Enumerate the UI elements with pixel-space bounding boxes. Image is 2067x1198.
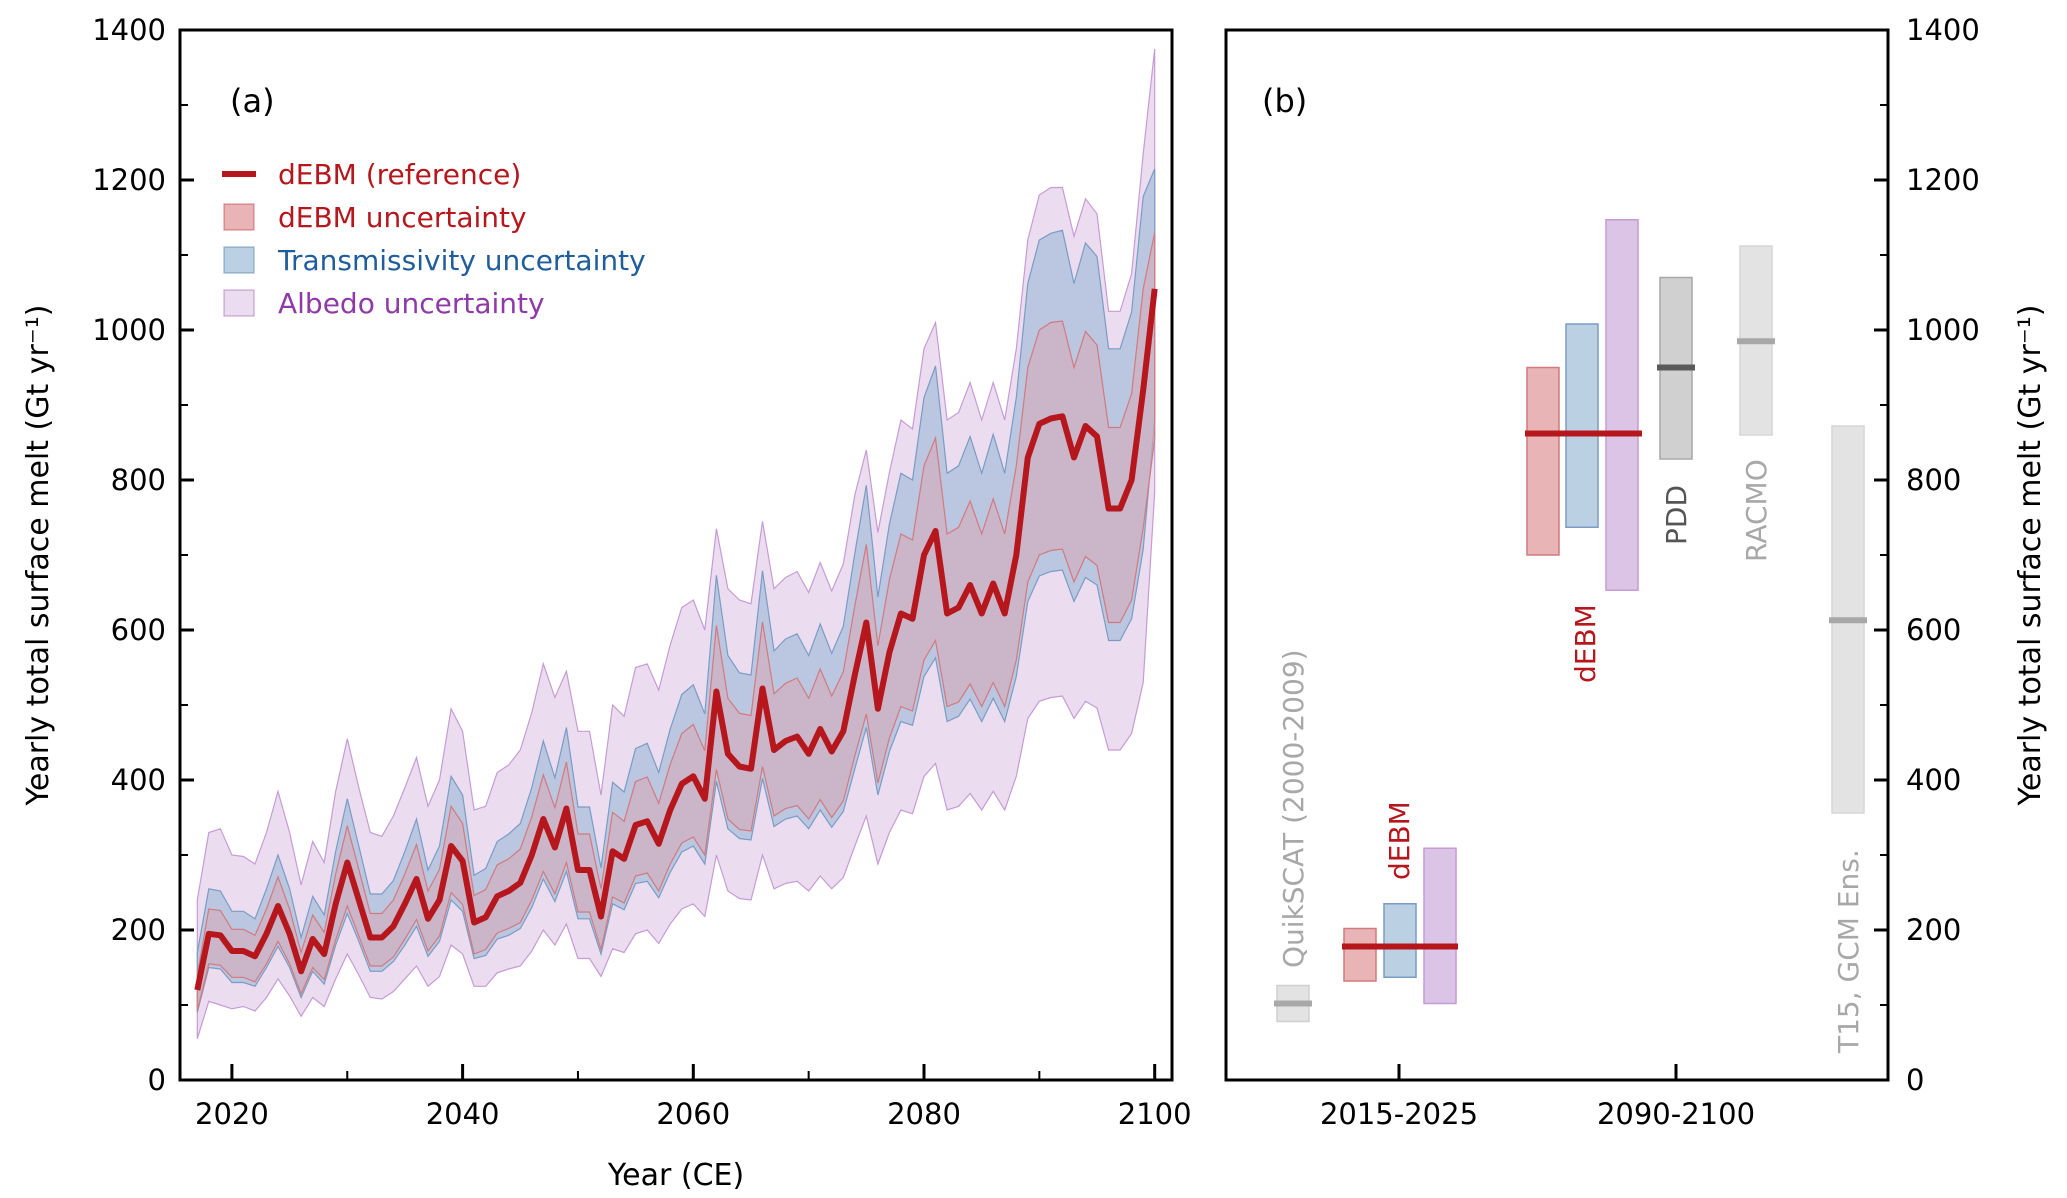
label-racmo: RACMO [1740, 459, 1773, 562]
band-debm-uncertainty [196, 232, 1156, 1012]
category-label: 2015-2025 [1320, 1097, 1478, 1131]
label-debm-late: dEBM [1569, 604, 1602, 683]
y-tick-label-right: 800 [1906, 463, 1961, 497]
legend-swatch-patch [223, 246, 255, 274]
band-albedo-uncertainty [196, 48, 1156, 1039]
legend-label: dEBM uncertainty [278, 201, 527, 234]
x-axis-title: Year (CE) [607, 1158, 744, 1193]
y-tick-label-right: 1400 [1906, 13, 1980, 47]
y-tick-label: 200 [111, 913, 166, 947]
y-tick-label-right: 600 [1906, 613, 1961, 647]
y-tick-label: 1400 [92, 13, 166, 47]
range-bar-albedo-uncertainty [1423, 847, 1457, 1005]
range-bar-albedo-uncertainty [1605, 219, 1639, 591]
x-tick-label: 2020 [195, 1097, 269, 1131]
legend-label: dEBM (reference) [278, 158, 521, 191]
y-tick-label-right: 1000 [1906, 313, 1980, 347]
y-tick-label-right: 0 [1906, 1063, 1924, 1097]
x-tick-label: 2080 [887, 1097, 961, 1131]
y-tick-label: 400 [111, 763, 166, 797]
y-tick-label: 0 [148, 1063, 166, 1097]
y-axis-title: Yearly total surface melt (Gt yr⁻¹) [21, 305, 56, 807]
label-debm-early: dEBM [1383, 801, 1416, 880]
y-axis-title-right: Yearly total surface melt (Gt yr⁻¹) [2013, 305, 2048, 807]
legend-label: Transmissivity uncertainty [277, 244, 646, 277]
panel-a: 0 200 400 600 800 1000 1200 1400 2020 2040 2060 208… [21, 13, 1192, 1193]
label-t15-gcm: T15, GCM Ens. [1832, 849, 1865, 1054]
panel-label-a: (a) [230, 82, 275, 120]
y-tick-label: 1000 [92, 313, 166, 347]
line-debm-reference [194, 288, 1158, 991]
panel-label-b: (b) [1262, 82, 1307, 120]
range-bar-transmissivity-uncertainty [1565, 323, 1599, 528]
legend-swatch-patch [223, 203, 255, 231]
x-tick-label: 2060 [656, 1097, 730, 1131]
range-bar-debm-uncertainty [1343, 927, 1377, 982]
y-tick-label: 1200 [92, 163, 166, 197]
category-label: 2090-2100 [1597, 1097, 1755, 1131]
legend-swatch-patch [223, 289, 255, 317]
y-tick-label-right: 200 [1906, 913, 1961, 947]
y-tick-label: 800 [111, 463, 166, 497]
x-tick-label: 2040 [426, 1097, 500, 1131]
panel-b: QuikSCAT (2000-2009) dEBM dEBM PDD RACMO T15,… [1224, 13, 2048, 1131]
range-bar-transmissivity-uncertainty [1383, 903, 1417, 978]
label-pdd: PDD [1660, 485, 1693, 545]
y-tick-label-right: 1200 [1906, 163, 1980, 197]
legend-label: Albedo uncertainty [278, 287, 545, 320]
label-quikscat: QuikSCAT (2000-2009) [1277, 649, 1310, 968]
y-tick-label-right: 400 [1906, 763, 1961, 797]
x-tick-label: 2100 [1118, 1097, 1192, 1131]
y-tick-label: 600 [111, 613, 166, 647]
range-bar-debm-uncertainty [1526, 366, 1560, 556]
